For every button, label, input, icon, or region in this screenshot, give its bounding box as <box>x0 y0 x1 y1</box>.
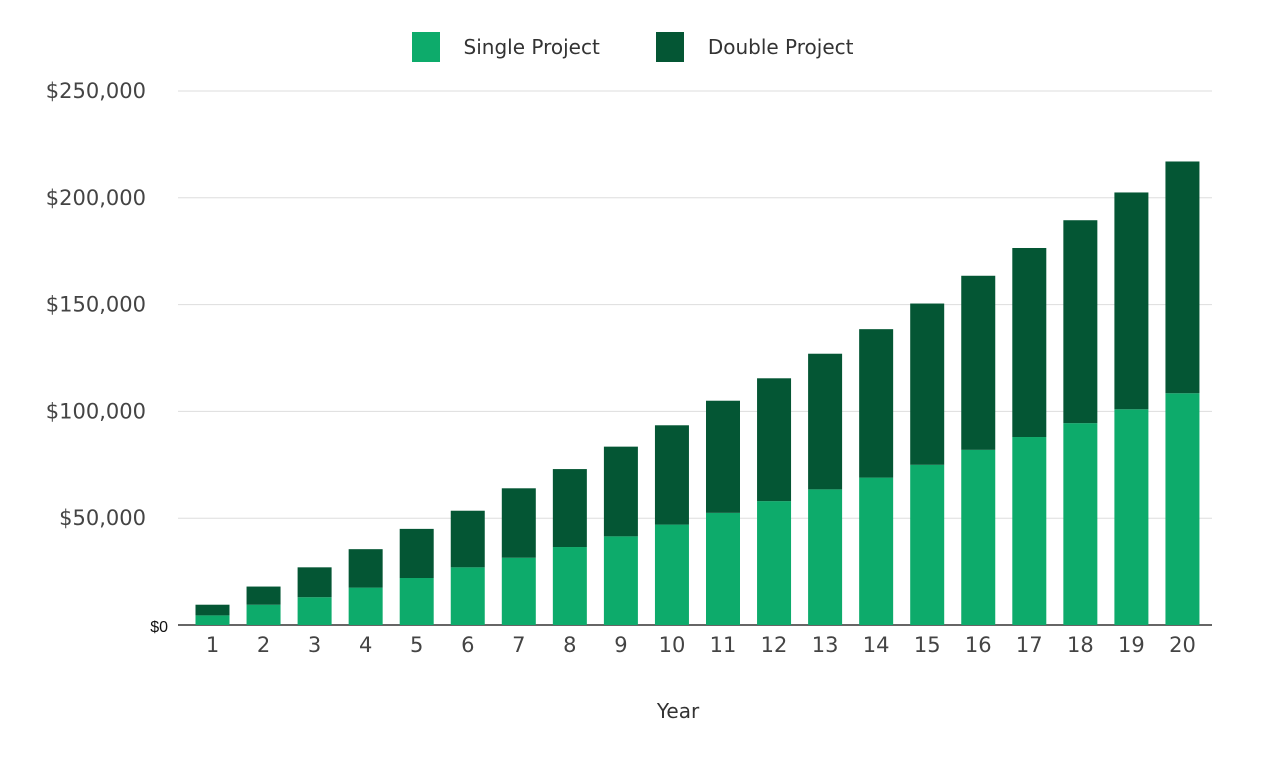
bar-single-project <box>195 615 230 625</box>
legend-label-single: Single Project <box>463 35 600 59</box>
x-tick-label: 13 <box>812 633 839 657</box>
x-tick-label: 8 <box>563 633 576 657</box>
bar-single-project <box>910 464 945 625</box>
bar-single-project <box>757 501 792 625</box>
bar-double-project <box>757 378 792 502</box>
bar-double-project <box>808 353 843 490</box>
bar-double-project <box>706 400 740 513</box>
legend-swatch-single <box>411 32 440 62</box>
bar-double-project <box>1165 161 1200 394</box>
x-tick-label: 10 <box>659 633 686 657</box>
x-axis-label: Year <box>656 699 700 723</box>
y-tick-label: $50,000 <box>59 506 146 530</box>
y-tick-label: $200,000 <box>46 186 146 210</box>
bar-double-project <box>297 567 332 598</box>
y-tick-label: $250,000 <box>46 79 146 103</box>
bar-single-project <box>450 567 485 625</box>
bar-double-project <box>399 528 434 579</box>
x-tick-label: 3 <box>308 633 321 657</box>
bar-double-project <box>195 604 230 616</box>
x-tick-label: 19 <box>1118 633 1145 657</box>
x-tick-label: 2 <box>257 633 270 657</box>
x-tick-label: 16 <box>965 633 992 657</box>
legend-item-double: Double Project <box>655 32 854 62</box>
bar-double-project <box>961 275 996 450</box>
x-tick-label: 20 <box>1169 633 1196 657</box>
bar-double-project <box>552 469 587 548</box>
bar-single-project <box>399 578 434 625</box>
x-tick-label: 7 <box>512 633 525 657</box>
bars <box>195 161 1200 625</box>
bar-single-project <box>1114 409 1149 625</box>
y-tick-label: $0 <box>150 619 168 636</box>
bar-single-project <box>501 557 536 625</box>
bar-single-project <box>246 604 281 625</box>
bar-single-project <box>348 587 383 625</box>
bar-single-project <box>1012 437 1047 625</box>
bar-single-project <box>552 547 587 625</box>
x-tick-label: 15 <box>914 633 941 657</box>
bar-double-project <box>1012 247 1047 438</box>
bar-single-project <box>654 524 689 625</box>
x-tick-label: 5 <box>410 633 423 657</box>
bar-single-project <box>1063 423 1098 625</box>
x-tick-label: 14 <box>863 633 890 657</box>
x-tick-label: 18 <box>1067 633 1094 657</box>
bar-single-project <box>1165 393 1200 625</box>
y-tick-label: $150,000 <box>46 293 146 317</box>
x-tick-label: 9 <box>614 633 627 657</box>
bar-double-project <box>603 446 638 537</box>
bar-double-project <box>246 586 281 605</box>
bar-double-project <box>450 510 485 568</box>
x-tick-label: 1 <box>206 633 219 657</box>
bar-double-project <box>348 549 383 588</box>
x-tick-label: 12 <box>761 633 788 657</box>
y-tick-label: $100,000 <box>46 399 146 423</box>
bar-single-project <box>706 512 740 625</box>
x-tick-label: 17 <box>1016 633 1043 657</box>
bar-double-project <box>1063 220 1098 424</box>
legend-label-double: Double Project <box>707 35 854 59</box>
bar-single-project <box>859 477 894 625</box>
bar-double-project <box>501 488 536 558</box>
x-axis-ticks: 1 2 3 4 5 6 7 8 9 10 11 12 13 14 15 16 17 18 19 20 <box>206 633 1196 657</box>
x-tick-label: 11 <box>710 633 737 657</box>
bar-double-project <box>910 303 945 465</box>
bar-single-project <box>297 597 332 625</box>
bar-single-project <box>808 489 843 625</box>
x-tick-label: 4 <box>359 633 372 657</box>
legend-item-single: Single Project <box>411 32 600 62</box>
bar-double-project <box>859 329 894 478</box>
x-tick-label: 6 <box>461 633 474 657</box>
legend: Single Project Double Project <box>0 32 1265 62</box>
bar-double-project <box>1114 192 1149 410</box>
bar-single-project <box>961 449 996 625</box>
y-axis-ticks: $0 $50,000 $100,000 $150,000 $200,000 $250,00… <box>46 79 168 636</box>
bar-double-project <box>654 425 689 525</box>
gridlines <box>178 90 1212 626</box>
bar-single-project <box>603 536 638 625</box>
legend-swatch-double <box>655 32 684 62</box>
